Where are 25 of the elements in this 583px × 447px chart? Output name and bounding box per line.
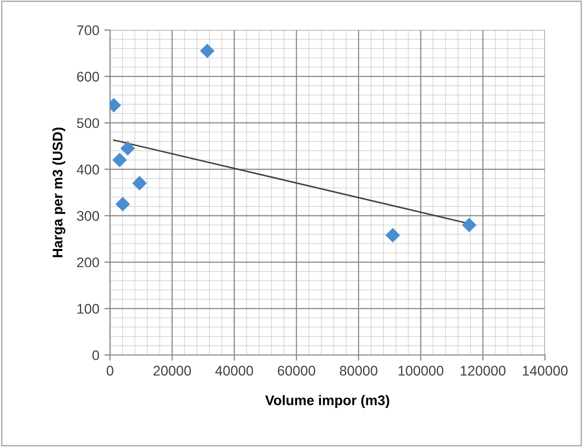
y-tick-label: 600 — [77, 72, 100, 82]
point — [200, 44, 215, 58]
y-tick-label: 700 — [77, 25, 100, 36]
y-tick-label: 100 — [77, 304, 100, 314]
y-tick-label: 0 — [92, 350, 100, 360]
y-tick-label: 500 — [76, 118, 100, 128]
x-tick-label: 40000 — [215, 366, 254, 376]
point — [112, 152, 127, 168]
point — [462, 218, 476, 232]
x-tick-label: 0 — [106, 366, 114, 376]
x-axis-title: Volume impor (m3) — [265, 395, 390, 408]
y-tick-label: 200 — [77, 257, 100, 268]
x-tick-label: 140000 — [522, 366, 568, 376]
point — [385, 228, 400, 242]
x-tick-label: 100000 — [398, 366, 444, 376]
point — [132, 176, 147, 190]
point — [120, 141, 135, 156]
x-tick-label: 120000 — [460, 366, 506, 376]
x-tick-label: 60000 — [278, 366, 316, 376]
point — [115, 196, 130, 212]
y-axis-title: Harga per m3 (USD) — [52, 128, 66, 258]
x-tick-label: 20000 — [154, 366, 191, 376]
y-tick-label: 300 — [76, 211, 100, 221]
y-tick-label: 400 — [76, 164, 100, 174]
x-tick-label: 80000 — [340, 366, 378, 376]
